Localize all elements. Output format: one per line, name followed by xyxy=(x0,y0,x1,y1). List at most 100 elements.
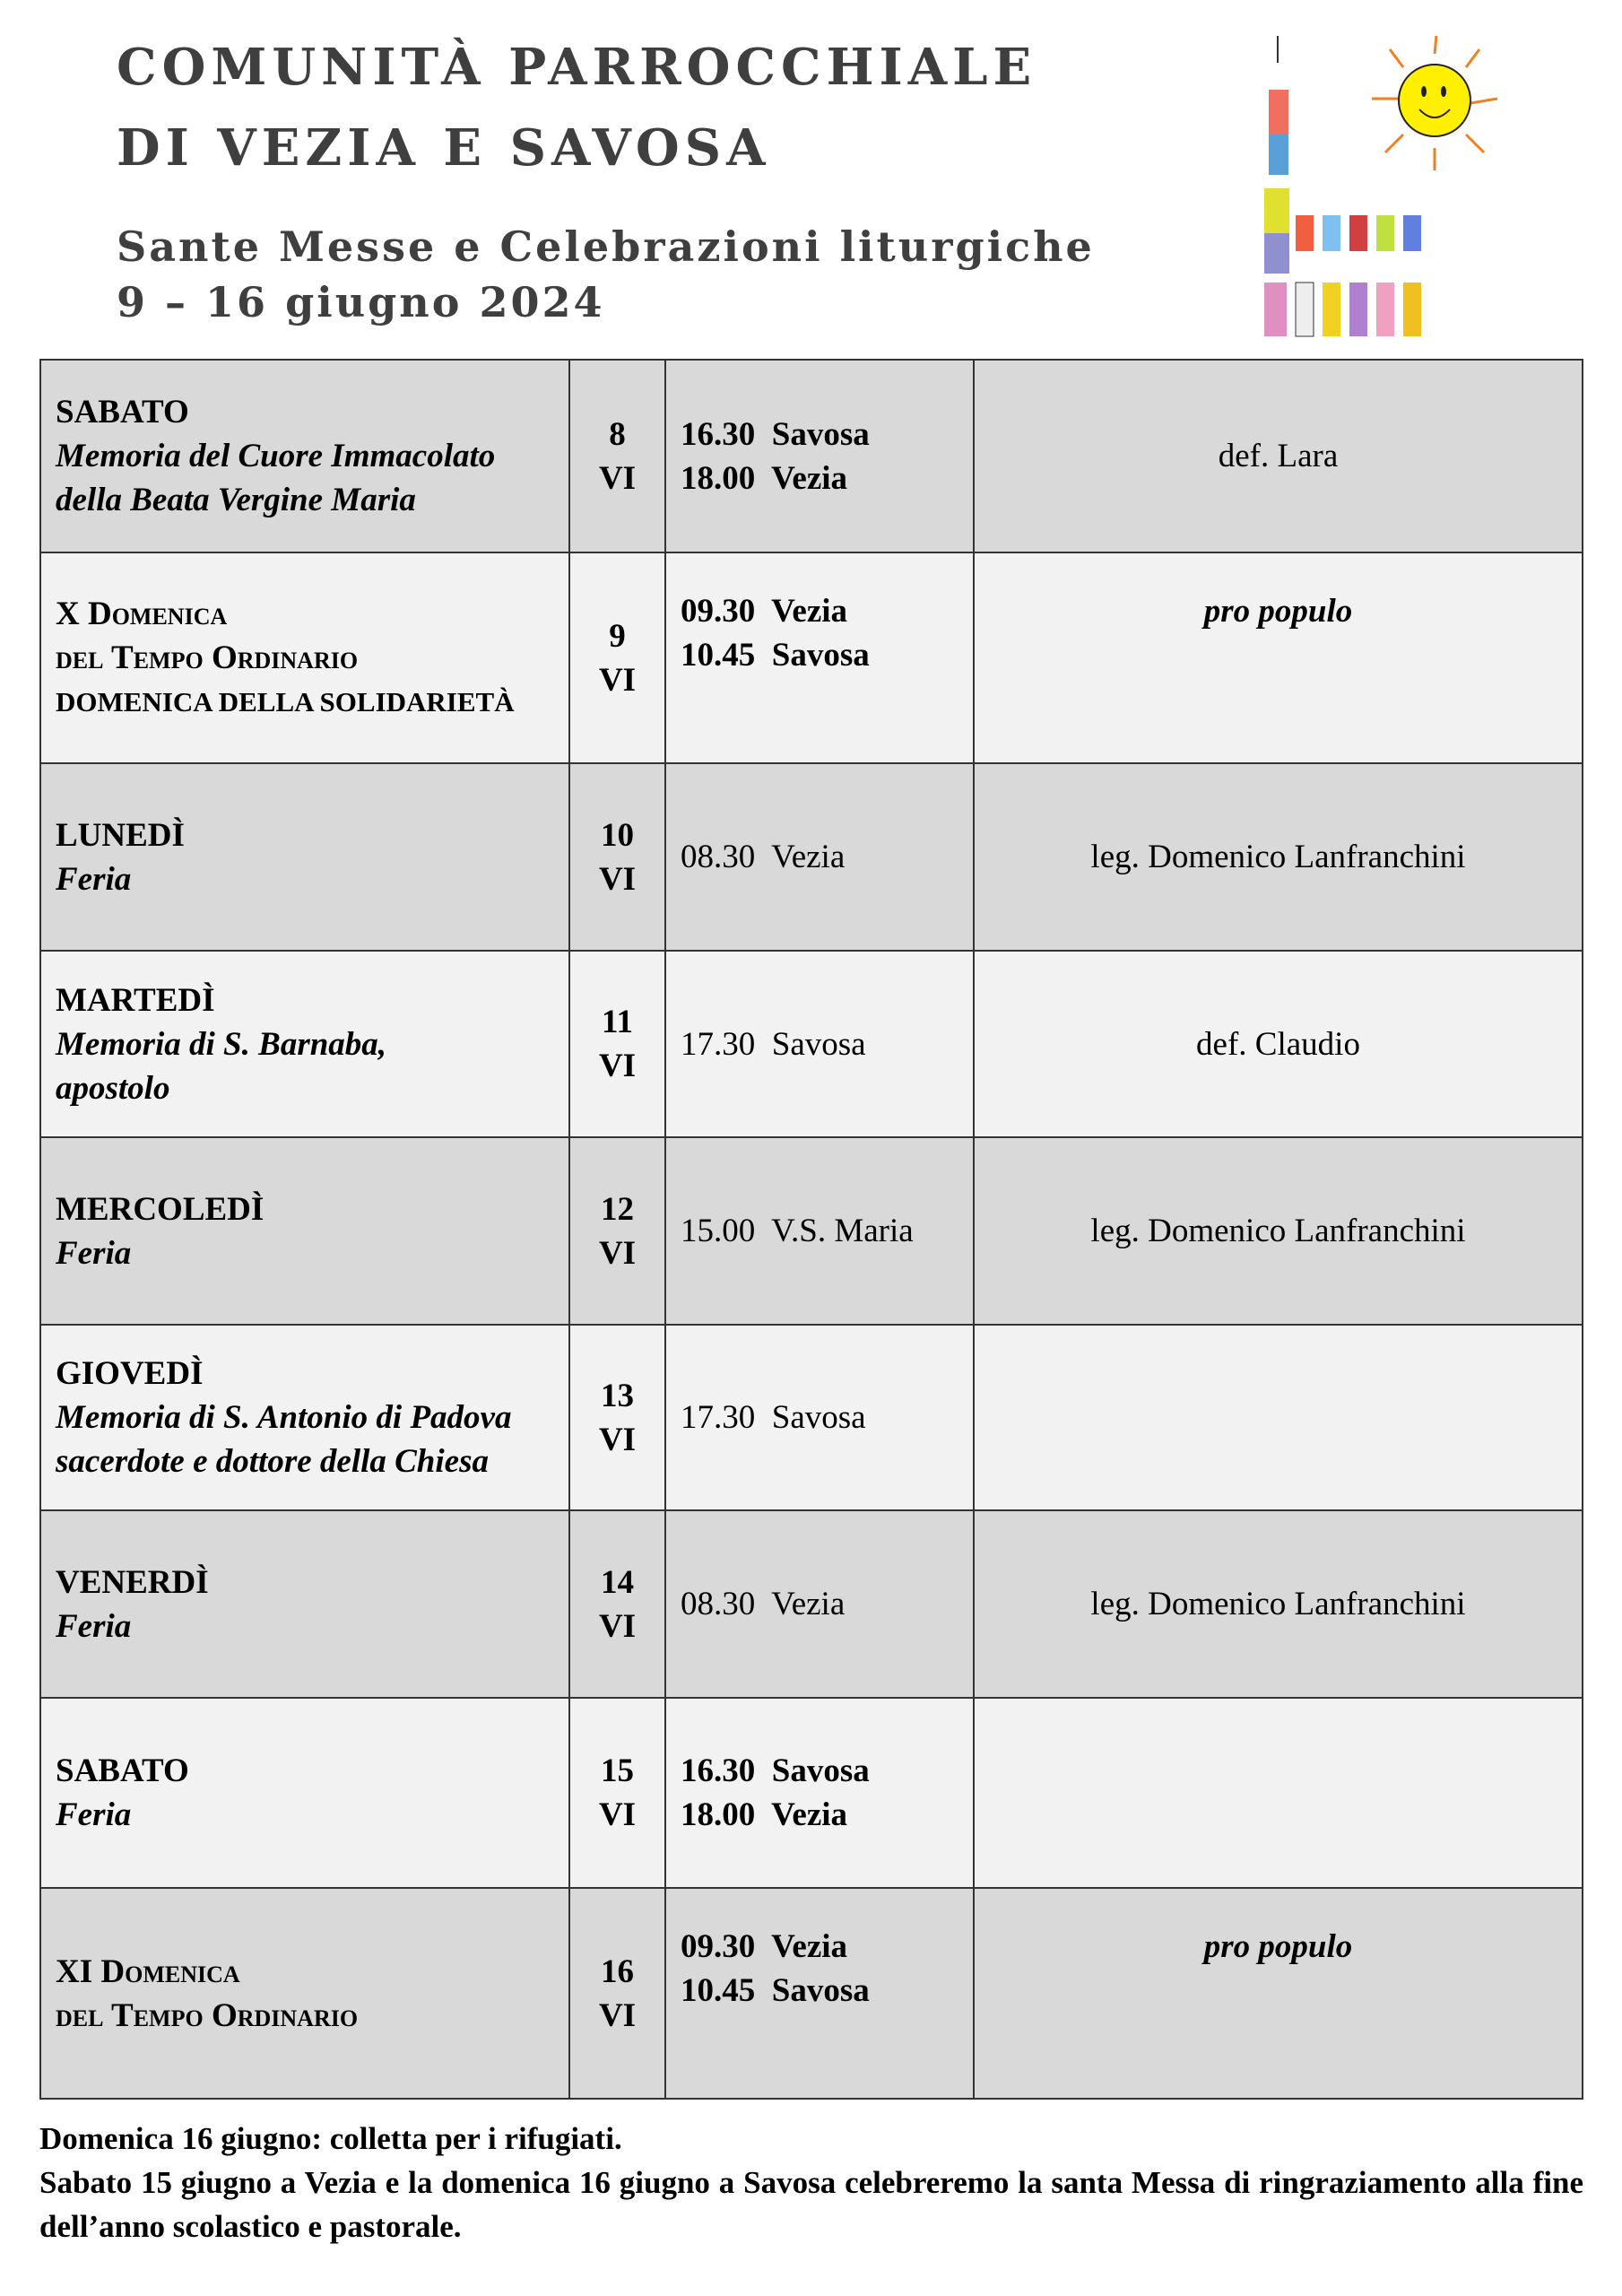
date-cell: 15 VI xyxy=(568,1697,666,1889)
day-description: del Tempo Ordinario xyxy=(56,639,359,676)
day-cell: X Domenica del Tempo Ordinario DOMENICA DE… xyxy=(39,552,570,764)
day-description: Feria xyxy=(56,1234,132,1272)
intention-cell: leg. Domenico Lanfranchini xyxy=(973,1509,1583,1699)
day-description: Memoria del Cuore Immacolato xyxy=(56,438,496,474)
date-cell: 12 VI xyxy=(568,1136,666,1326)
month: VI xyxy=(598,1421,637,1458)
day-number: 12 xyxy=(601,1190,634,1228)
day-description: sacerdote e dottore della Chiesa xyxy=(56,1443,489,1480)
intention-cell xyxy=(973,1324,1583,1511)
mass-time: 15.00 V.S. Maria xyxy=(681,1213,914,1249)
month: VI xyxy=(598,459,637,497)
day-number: 16 xyxy=(601,1952,634,1990)
day-number: 14 xyxy=(601,1563,634,1601)
day-cell: SABATO Memoria del Cuore Immacolato della … xyxy=(39,359,570,553)
schedule-row: XI Domenica del Tempo Ordinario 16 VI 09.30 … xyxy=(39,1887,1583,2100)
month: VI xyxy=(598,1796,637,1833)
month: VI xyxy=(598,661,637,699)
date-range: 9 – 16 giugno 2024 xyxy=(117,278,605,326)
day-description: apostolo xyxy=(56,1069,170,1107)
intention-cell xyxy=(973,1697,1583,1889)
mass-time: 17.30 Savosa xyxy=(681,1399,866,1436)
day-number: 15 xyxy=(601,1752,634,1789)
times-cell: 09.30 Vezia 10.45 Savosa xyxy=(664,1887,975,2100)
mass-time: 08.30 Vezia xyxy=(681,839,846,875)
mass-time: 17.30 Savosa xyxy=(681,1025,866,1063)
intention-cell: pro populo xyxy=(973,1887,1583,2100)
mass-time: 09.30 Vezia xyxy=(681,593,848,630)
mass-intention: leg. Domenico Lanfranchini xyxy=(1090,1586,1466,1622)
day-number: 9 xyxy=(609,617,626,655)
schedule-row: SABATO Feria 15 VI 16.30 Savosa 18.00 Vezia xyxy=(39,1697,1583,1889)
schedule-row: LUNEDÌ Feria 10 VI 08.30 Vezia leg. Domenico … xyxy=(39,762,1583,952)
mass-time: 18.00 Vezia xyxy=(681,459,848,497)
times-cell: 08.30 Vezia xyxy=(664,1509,975,1699)
day-cell: LUNEDÌ Feria xyxy=(39,762,570,952)
day-name: SABATO xyxy=(56,1752,189,1789)
day-description: Memoria di S. Antonio di Padova xyxy=(56,1399,512,1436)
mass-intention: leg. Domenico Lanfranchini xyxy=(1090,1213,1466,1249)
day-description: Memoria di S. Barnaba, xyxy=(56,1025,387,1063)
schedule-row: VENERDÌ Feria 14 VI 08.30 Vezia leg. Domenico… xyxy=(39,1509,1583,1699)
date-cell: 16 VI xyxy=(568,1887,666,2100)
schedule-row: GIOVEDÌ Memoria di S. Antonio di Padova sa… xyxy=(39,1324,1583,1511)
month: VI xyxy=(598,1996,637,2034)
parish-title-line2: DI VEZIA E SAVOSA xyxy=(117,118,771,178)
date-cell: 8 VI xyxy=(568,359,666,553)
day-description: Feria xyxy=(56,1796,132,1833)
day-cell: GIOVEDÌ Memoria di S. Antonio di Padova sa… xyxy=(39,1324,570,1511)
day-description: del Tempo Ordinario xyxy=(56,1996,359,2034)
day-description: Feria xyxy=(56,860,132,898)
times-cell: 08.30 Vezia xyxy=(664,762,975,952)
times-cell: 15.00 V.S. Maria xyxy=(664,1136,975,1326)
date-cell: 10 VI xyxy=(568,762,666,952)
mass-intention: leg. Domenico Lanfranchini xyxy=(1090,839,1466,875)
mass-time: 18.00 Vezia xyxy=(681,1796,848,1833)
schedule-row: X Domenica del Tempo Ordinario DOMENICA DE… xyxy=(39,552,1583,764)
day-name: X Domenica xyxy=(56,596,228,632)
times-cell: 17.30 Savosa xyxy=(664,950,975,1138)
times-cell: 09.30 Vezia 10.45 Savosa xyxy=(664,552,975,764)
date-cell: 9 VI xyxy=(568,552,666,764)
day-number: 10 xyxy=(601,816,634,854)
day-name: LUNEDÌ xyxy=(56,816,185,854)
mass-time: 16.30 Savosa xyxy=(681,1752,870,1789)
day-number: 11 xyxy=(602,1004,633,1040)
intention-cell: leg. Domenico Lanfranchini xyxy=(973,1136,1583,1326)
parish-title-line1: COMUNITÀ PARROCCHIALE xyxy=(117,38,1037,97)
times-cell: 16.30 Savosa 18.00 Vezia xyxy=(664,1697,975,1889)
day-description: DOMENICA DELLA SOLIDARIETÀ xyxy=(56,686,515,718)
day-number: 8 xyxy=(609,415,626,453)
footer-note-thanksgiving: Sabato 15 giugno a Vezia e la domenica 1… xyxy=(39,2165,1583,2244)
mass-intention: def. Lara xyxy=(1218,438,1339,474)
day-name: MARTEDÌ xyxy=(56,981,215,1019)
date-cell: 14 VI xyxy=(568,1509,666,1699)
schedule-row: MARTEDÌ Memoria di S. Barnaba, apostolo 11 V… xyxy=(39,950,1583,1138)
day-cell: MARTEDÌ Memoria di S. Barnaba, apostolo xyxy=(39,950,570,1138)
day-name: VENERDÌ xyxy=(56,1563,209,1601)
mass-time: 10.45 Savosa xyxy=(681,637,870,674)
schedule-row: MERCOLEDÌ Feria 12 VI 15.00 V.S. Maria leg. D… xyxy=(39,1136,1583,1326)
month: VI xyxy=(598,1607,637,1645)
day-cell: MERCOLEDÌ Feria xyxy=(39,1136,570,1326)
parish-logo-icon xyxy=(1264,36,1498,337)
day-description: della Beata Vergine Maria xyxy=(56,482,416,518)
mass-intention: pro populo xyxy=(1203,593,1353,630)
day-cell: SABATO Feria xyxy=(39,1697,570,1889)
date-cell: 13 VI xyxy=(568,1324,666,1511)
footer-note-collection: Domenica 16 giugno: colletta per i rifug… xyxy=(39,2121,622,2156)
times-cell: 17.30 Savosa xyxy=(664,1324,975,1511)
month: VI xyxy=(598,1234,637,1272)
day-cell: VENERDÌ Feria xyxy=(39,1509,570,1699)
date-cell: 11 VI xyxy=(568,950,666,1138)
intention-cell: pro populo xyxy=(973,552,1583,764)
times-cell: 16.30 Savosa 18.00 Vezia xyxy=(664,359,975,553)
intention-cell: leg. Domenico Lanfranchini xyxy=(973,762,1583,952)
day-name: GIOVEDÌ xyxy=(56,1355,204,1392)
subtitle: Sante Messe e Celebrazioni liturgiche xyxy=(117,222,1095,271)
day-cell: XI Domenica del Tempo Ordinario xyxy=(39,1887,570,2100)
day-name: SABATO xyxy=(56,394,189,430)
month: VI xyxy=(598,860,637,898)
mass-time: 08.30 Vezia xyxy=(681,1586,846,1622)
mass-schedule-table: SABATO Memoria del Cuore Immacolato della … xyxy=(39,359,1583,2100)
